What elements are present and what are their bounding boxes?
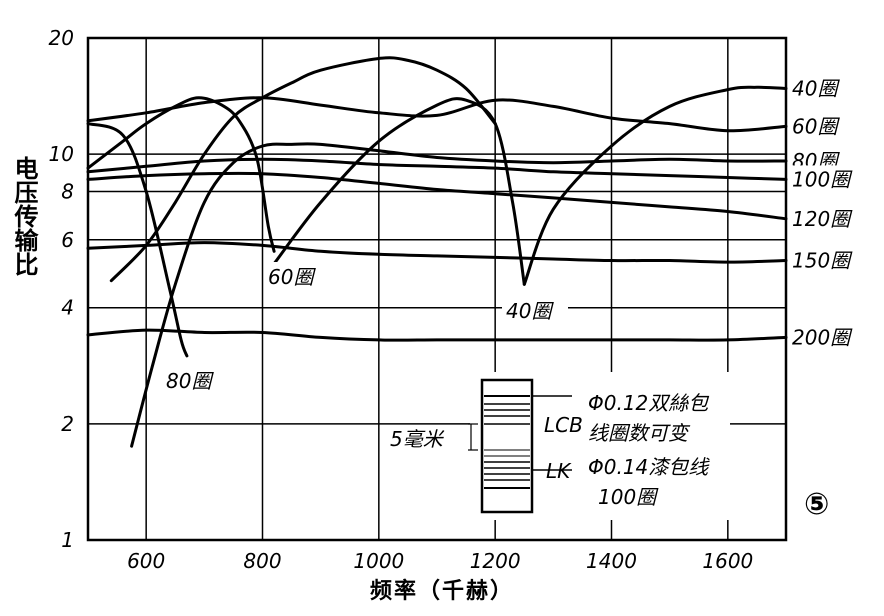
series-label-bg-9 bbox=[788, 246, 856, 273]
series-label-7: 100圈 bbox=[792, 167, 853, 191]
series-line-4 bbox=[86, 122, 189, 358]
series-label-bg-2 bbox=[788, 112, 856, 139]
series-label-bg-10 bbox=[788, 323, 856, 350]
y-tick-label-6: 6 bbox=[61, 228, 74, 252]
series-line-3 bbox=[109, 56, 497, 283]
y-tick-label-1: 1 bbox=[61, 528, 74, 552]
series-line-0 bbox=[522, 85, 788, 286]
coil-lower-label-2: 100圈 bbox=[598, 485, 659, 509]
y-tick-labels: 1 2 4 6 8 10 20 bbox=[49, 26, 74, 552]
x-tick-label-1200: 1200 bbox=[470, 549, 521, 573]
series-label-bg-0 bbox=[788, 74, 856, 101]
x-tick-label-1000: 1000 bbox=[353, 549, 404, 573]
series-label-9: 150圈 bbox=[792, 249, 853, 273]
y-tick-label-20: 20 bbox=[49, 26, 74, 50]
curve-annotations: 60圈 80圈 40圈 bbox=[162, 262, 568, 394]
series-line-10 bbox=[86, 328, 788, 342]
x-tick-labels: 600 800 1000 1200 1400 1600 bbox=[127, 549, 753, 573]
annotation-40: 40圈 bbox=[506, 299, 554, 323]
series-lines bbox=[86, 56, 788, 448]
series-line-8 bbox=[86, 171, 788, 221]
series-line-1 bbox=[272, 97, 526, 286]
y-tick-label-10: 10 bbox=[49, 142, 74, 166]
x-tick-label-1600: 1600 bbox=[702, 549, 753, 573]
series-line-2 bbox=[86, 96, 788, 133]
x-tick-label-800: 800 bbox=[243, 549, 281, 573]
y-axis-label: 电压传输比 bbox=[10, 156, 39, 276]
series-line-6 bbox=[130, 142, 788, 448]
coil-form bbox=[480, 378, 534, 514]
series-label-8: 120圈 bbox=[792, 207, 853, 231]
y-tick-label-8: 8 bbox=[61, 180, 74, 204]
annotation-60: 60圈 bbox=[268, 265, 316, 289]
x-tick-label-1400: 1400 bbox=[586, 549, 637, 573]
plot-frame bbox=[86, 36, 788, 542]
series-line-9 bbox=[86, 241, 788, 264]
series-label-2: 60圈 bbox=[792, 114, 840, 138]
series-label-10: 200圈 bbox=[792, 325, 853, 349]
coil-upper-label-1: Φ0.12双絲包 bbox=[588, 391, 710, 415]
figure-number: ⑤ bbox=[804, 487, 829, 522]
lcb-label: LCB bbox=[544, 413, 583, 437]
x-axis-label: 频率（千赫） bbox=[370, 578, 514, 604]
plot-border bbox=[86, 36, 788, 542]
y-tick-label-2: 2 bbox=[61, 412, 74, 436]
series-line-5 bbox=[86, 96, 276, 253]
series-label-bg-8 bbox=[788, 204, 856, 231]
coil-inset: 5毫米 LCB LK Φ0.12双絲包 线圈数可变 Φ0.14漆包线 100圈 bbox=[390, 372, 730, 520]
lk-label: LK bbox=[546, 459, 572, 483]
annotation-80: 80圈 bbox=[166, 369, 214, 393]
y-tick-label-4: 4 bbox=[61, 296, 74, 320]
series-label-bg-7 bbox=[788, 165, 856, 192]
coil-upper-label-2: 线圈数可变 bbox=[588, 421, 691, 445]
coil-lower-label-1: Φ0.14漆包线 bbox=[588, 455, 710, 479]
series-label-0: 40圈 bbox=[792, 76, 840, 100]
dimension-label: 5毫米 bbox=[390, 427, 445, 451]
x-tick-label-600: 600 bbox=[127, 549, 165, 573]
series-line-7 bbox=[86, 157, 788, 181]
